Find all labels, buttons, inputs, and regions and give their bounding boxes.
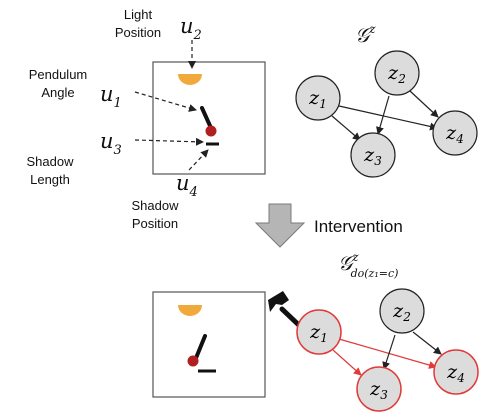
node-top-z1-label: z1 bbox=[308, 87, 327, 111]
pendulum-angle-label-1: Pendulum bbox=[29, 67, 88, 82]
node-top-z2 bbox=[374, 50, 420, 96]
node-top-z3 bbox=[350, 132, 396, 178]
node-bottom-z2 bbox=[379, 288, 425, 334]
edge-bottom-z1-z4 bbox=[338, 338, 437, 369]
light-position-label-1: Light bbox=[124, 7, 153, 22]
hammer-icon bbox=[268, 291, 305, 331]
graph-top-title: 𝒢z bbox=[355, 22, 376, 47]
pendulum-angle-label-2: Angle bbox=[41, 85, 74, 100]
light-position-label-2: Position bbox=[115, 25, 161, 40]
node-top-z4-label: z4 bbox=[445, 122, 464, 146]
edge-top-z2-z4 bbox=[409, 90, 439, 118]
u3-arrow bbox=[134, 137, 204, 146]
edge-bottom-z2-z3 bbox=[382, 334, 396, 370]
pendulum-bob-bottom bbox=[187, 355, 199, 367]
node-bottom-z1 bbox=[296, 309, 342, 355]
u2-symbol: u2 bbox=[180, 14, 202, 43]
shadow-length-label-2: Length bbox=[30, 172, 70, 187]
node-bottom-z4 bbox=[433, 349, 479, 395]
intervention-label: Intervention bbox=[314, 217, 403, 236]
edge-top-z1-z4 bbox=[338, 105, 438, 131]
lamp-bottom bbox=[178, 305, 202, 316]
scene-frame-bottom bbox=[152, 291, 266, 398]
lamp-top bbox=[178, 74, 202, 85]
edge-bottom-z2-z4 bbox=[412, 331, 442, 355]
scene-frame-top bbox=[152, 61, 266, 175]
edge-top-z2-z3 bbox=[376, 95, 390, 135]
pendulum-bob-top bbox=[205, 125, 217, 137]
pendulum-rod-top bbox=[200, 106, 213, 130]
shadow-position-label-1: Shadow bbox=[132, 198, 180, 213]
edge-top-z1-z3 bbox=[331, 115, 361, 141]
shadow-position-label-2: Position bbox=[132, 216, 178, 231]
node-bottom-z4-label: z4 bbox=[446, 361, 465, 385]
u1-arrow bbox=[134, 91, 197, 112]
node-top-z3-label: z3 bbox=[363, 144, 382, 168]
node-bottom-z3 bbox=[356, 366, 402, 412]
shadow-length-label-1: Shadow bbox=[27, 154, 75, 169]
edge-bottom-z1-z3 bbox=[332, 349, 362, 376]
node-top-z2-label: z2 bbox=[387, 62, 406, 86]
node-bottom-z2-label: z2 bbox=[392, 300, 411, 324]
node-bottom-z3-label: z3 bbox=[369, 378, 388, 402]
intervention-arrow bbox=[254, 203, 306, 248]
u3-symbol: u3 bbox=[100, 129, 122, 158]
node-bottom-z1-label: z1 bbox=[309, 321, 328, 345]
pendulum-rod-bottom bbox=[194, 334, 207, 360]
u4-arrow bbox=[188, 149, 209, 171]
node-top-z4 bbox=[432, 110, 478, 156]
u4-symbol: u4 bbox=[176, 171, 198, 200]
graph-bottom-title: 𝒢z do(z₁=c) bbox=[338, 250, 398, 280]
u1-symbol: u1 bbox=[100, 82, 122, 111]
node-top-z1 bbox=[295, 75, 341, 121]
